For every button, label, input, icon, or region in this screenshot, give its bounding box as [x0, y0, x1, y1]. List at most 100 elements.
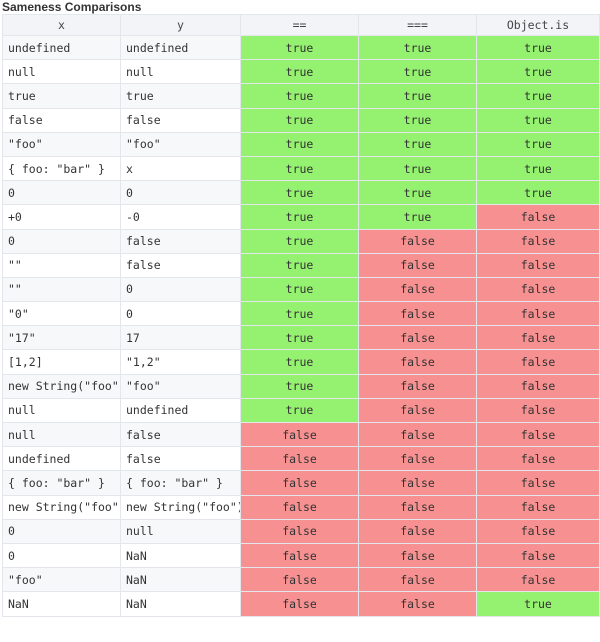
cell-object-is: false — [476, 228, 600, 254]
cell-loose-equality: true — [240, 325, 359, 351]
cell-loose-equality: true — [240, 397, 359, 424]
header-row: x y == === Object.is — [2, 14, 600, 36]
cell-strict-equality: true — [358, 131, 477, 157]
cell-y: null — [120, 59, 241, 85]
cell-loose-equality: false — [240, 591, 359, 617]
cell-loose-equality: false — [240, 518, 359, 544]
cell-object-is: false — [476, 567, 600, 593]
table-row: true true true true true — [2, 83, 600, 109]
table-row: "" false true false false — [2, 252, 600, 278]
cell-y: "foo" — [120, 131, 241, 157]
cell-x: [1,2] — [2, 349, 121, 375]
cell-loose-equality: true — [240, 131, 359, 157]
cell-x: "" — [2, 252, 121, 278]
column-header-loose-equality[interactable]: == — [240, 14, 359, 36]
cell-strict-equality: false — [358, 470, 477, 496]
table-title: Sameness Comparisons — [2, 0, 142, 14]
cell-object-is: true — [476, 34, 600, 61]
cell-loose-equality: true — [240, 349, 359, 375]
cell-x: 0 — [2, 542, 121, 569]
table-row: NaN NaN false false true — [2, 591, 600, 617]
cell-loose-equality: false — [240, 494, 359, 520]
cell-strict-equality: false — [358, 252, 477, 278]
table-row: 0 0 true true true — [2, 180, 600, 206]
cell-x: { foo: "bar" } — [2, 470, 121, 496]
column-header-object-is[interactable]: Object.is — [476, 14, 600, 36]
cell-x: "17" — [2, 325, 121, 351]
cell-y: 0 — [120, 301, 241, 327]
table-row: undefined false false false false — [2, 446, 600, 472]
cell-loose-equality: false — [240, 446, 359, 472]
cell-y: NaN — [120, 567, 241, 593]
cell-strict-equality: true — [358, 180, 477, 206]
cell-x: +0 — [2, 204, 121, 230]
table-row: { foo: "bar" } x true true true — [2, 155, 600, 182]
cell-x: null — [2, 397, 121, 424]
cell-x: 0 — [2, 180, 121, 206]
cell-y: true — [120, 83, 241, 109]
table-row: [1,2] "1,2" true false false — [2, 349, 600, 375]
cell-strict-equality: false — [358, 397, 477, 424]
cell-object-is: true — [476, 83, 600, 109]
cell-loose-equality: true — [240, 204, 359, 230]
table-row: false false true true true — [2, 107, 600, 133]
cell-object-is: false — [476, 301, 600, 327]
cell-x: false — [2, 107, 121, 133]
column-header-y[interactable]: y — [120, 14, 241, 36]
cell-strict-equality: false — [358, 325, 477, 351]
table-row: "foo" NaN false false false — [2, 567, 600, 593]
cell-y: 0 — [120, 276, 241, 303]
cell-x: 0 — [2, 518, 121, 544]
cell-loose-equality: false — [240, 470, 359, 496]
cell-y: false — [120, 446, 241, 472]
cell-y: "foo" — [120, 373, 241, 399]
cell-x: NaN — [2, 591, 121, 617]
cell-x: new String("foo") — [2, 373, 121, 399]
cell-object-is: true — [476, 59, 600, 85]
cell-object-is: false — [476, 276, 600, 303]
table-row: null null true true true — [2, 59, 600, 85]
cell-y: undefined — [120, 34, 241, 61]
cell-strict-equality: false — [358, 301, 477, 327]
cell-x: null — [2, 421, 121, 448]
column-header-x[interactable]: x — [2, 14, 121, 36]
cell-loose-equality: false — [240, 421, 359, 448]
cell-x: new String("foo") — [2, 494, 121, 520]
cell-loose-equality: false — [240, 542, 359, 569]
cell-loose-equality: false — [240, 567, 359, 593]
cell-strict-equality: false — [358, 567, 477, 593]
cell-loose-equality: true — [240, 83, 359, 109]
cell-y: false — [120, 252, 241, 278]
cell-y: 17 — [120, 325, 241, 351]
cell-strict-equality: true — [358, 204, 477, 230]
cell-loose-equality: true — [240, 252, 359, 278]
cell-y: { foo: "bar" } — [120, 470, 241, 496]
cell-object-is: false — [476, 518, 600, 544]
cell-object-is: false — [476, 325, 600, 351]
table-row: "" 0 true false false — [2, 276, 600, 303]
cell-object-is: true — [476, 155, 600, 182]
cell-strict-equality: false — [358, 373, 477, 399]
cell-y: NaN — [120, 591, 241, 617]
cell-strict-equality: true — [358, 107, 477, 133]
cell-loose-equality: true — [240, 228, 359, 254]
cell-strict-equality: true — [358, 155, 477, 182]
cell-object-is: false — [476, 349, 600, 375]
cell-x: "foo" — [2, 131, 121, 157]
table-row: undefined undefined true true true — [2, 34, 600, 61]
cell-object-is: false — [476, 470, 600, 496]
cell-x: { foo: "bar" } — [2, 155, 121, 182]
cell-x: "0" — [2, 301, 121, 327]
cell-object-is: false — [476, 542, 600, 569]
cell-x: undefined — [2, 446, 121, 472]
column-header-strict-equality[interactable]: === — [358, 14, 477, 36]
cell-loose-equality: true — [240, 34, 359, 61]
cell-object-is: true — [476, 591, 600, 617]
cell-strict-equality: true — [358, 83, 477, 109]
table-row: 0 false true false false — [2, 228, 600, 254]
table-row: null false false false false — [2, 421, 600, 448]
table-row: "foo" "foo" true true true — [2, 131, 600, 157]
cell-strict-equality: true — [358, 34, 477, 61]
cell-object-is: false — [476, 373, 600, 399]
cell-object-is: false — [476, 494, 600, 520]
